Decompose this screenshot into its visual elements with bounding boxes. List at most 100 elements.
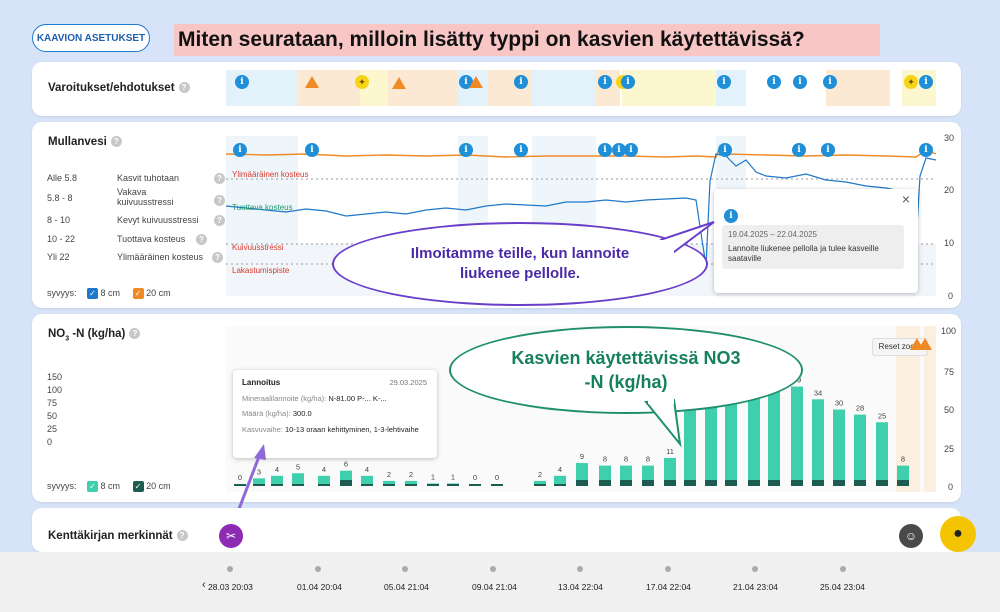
bar-8cm[interactable] (271, 475, 283, 486)
warning-icon[interactable] (918, 338, 932, 350)
help-icon[interactable]: ? (176, 530, 188, 542)
info-icon[interactable]: i (305, 143, 319, 157)
info-icon[interactable]: i (621, 75, 635, 89)
bar-8cm[interactable] (292, 473, 304, 486)
bar-20cm[interactable] (554, 484, 566, 486)
bar-8cm[interactable] (876, 422, 888, 486)
info-icon[interactable]: i (919, 75, 933, 89)
bar-20cm[interactable] (318, 484, 330, 486)
bar-8cm[interactable] (833, 409, 845, 487)
bar-20cm[interactable] (292, 484, 304, 486)
depth-20cm-checkbox[interactable]: ✓ (132, 288, 144, 300)
bar-20cm[interactable] (491, 484, 503, 486)
soil-moisture-title: Mullanvesi? (48, 136, 122, 148)
bar-20cm[interactable] (253, 484, 265, 486)
depth-8cm-checkbox[interactable]: ✓ (87, 288, 99, 300)
bar-8cm[interactable] (705, 384, 717, 486)
bar-20cm[interactable] (876, 480, 888, 486)
chart-settings-button[interactable]: KAAVION ASETUKSET (32, 24, 150, 52)
info-icon[interactable]: i (598, 143, 612, 157)
info-icon[interactable]: i (718, 143, 732, 157)
bar-8cm[interactable] (768, 371, 780, 486)
info-icon[interactable]: i (459, 143, 473, 157)
advisor-avatar-icon[interactable]: ☺ (899, 524, 923, 548)
bar-8cm[interactable] (554, 475, 566, 486)
bar-20cm[interactable] (854, 480, 866, 486)
timeline-bar[interactable] (0, 552, 1000, 612)
help-icon[interactable]: ? (214, 195, 225, 206)
bar-20cm[interactable] (271, 484, 283, 486)
bar-20cm[interactable] (768, 480, 780, 486)
bar-8cm[interactable] (725, 394, 737, 486)
info-icon[interactable]: i (792, 143, 806, 157)
bar-20cm[interactable] (427, 484, 439, 486)
bar-8cm[interactable] (664, 457, 676, 486)
bar-20cm[interactable] (748, 480, 760, 486)
info-icon[interactable]: i (233, 143, 247, 157)
bar-8cm[interactable] (318, 475, 330, 486)
bar-20cm[interactable] (620, 480, 632, 486)
bar-20cm[interactable] (447, 484, 459, 486)
info-icon[interactable]: i (717, 75, 731, 89)
info-icon[interactable]: i (793, 75, 807, 89)
timeline-back-icon[interactable]: ‹ (202, 579, 206, 591)
bar-20cm[interactable] (405, 484, 417, 486)
bar-8cm[interactable] (361, 475, 373, 486)
warning-icon[interactable] (392, 77, 406, 89)
help-icon[interactable]: ? (110, 136, 122, 148)
info-icon[interactable]: i (919, 143, 933, 157)
depth-8cm-checkbox[interactable]: ✓ (87, 481, 99, 493)
fertilizer-marker-icon[interactable]: ✂ (219, 524, 243, 548)
bar-20cm[interactable] (340, 480, 352, 486)
lightbulb-icon[interactable]: ✦ (904, 75, 918, 89)
bar-20cm[interactable] (705, 480, 717, 486)
bar-8cm[interactable] (791, 386, 803, 486)
close-icon[interactable]: × (901, 191, 910, 207)
help-icon[interactable]: ? (214, 215, 225, 226)
help-icon[interactable]: ? (214, 173, 225, 184)
bar-20cm[interactable] (642, 480, 654, 486)
tooltip-row-label: Määrä (kg/ha): (242, 409, 291, 418)
help-icon[interactable]: ? (129, 328, 141, 340)
bar-20cm[interactable] (383, 484, 395, 486)
info-icon[interactable]: i (514, 75, 528, 89)
bar-8cm[interactable] (405, 480, 417, 486)
bar-8cm[interactable] (253, 478, 265, 486)
help-icon[interactable]: ? (178, 82, 190, 94)
help-icon[interactable]: ? (196, 234, 207, 245)
bar-8cm[interactable] (684, 409, 696, 487)
bar-20cm[interactable] (897, 480, 909, 486)
help-icon[interactable]: ? (212, 252, 223, 263)
bar-20cm[interactable] (812, 480, 824, 486)
info-icon[interactable]: i (821, 143, 835, 157)
bar-20cm[interactable] (576, 480, 588, 486)
timeline-dot (577, 566, 583, 572)
info-icon[interactable]: i (514, 143, 528, 157)
bar-8cm[interactable] (534, 480, 546, 486)
info-icon[interactable]: i (624, 143, 638, 157)
warning-icon[interactable] (305, 76, 319, 88)
bar-20cm[interactable] (469, 484, 481, 486)
info-icon[interactable]: i (823, 75, 837, 89)
warning-icon[interactable] (469, 76, 483, 88)
info-icon[interactable]: i (598, 75, 612, 89)
depth-20cm-checkbox[interactable]: ✓ (132, 481, 144, 493)
bar-20cm[interactable] (599, 480, 611, 486)
info-icon[interactable]: i (767, 75, 781, 89)
bar-20cm[interactable] (833, 480, 845, 486)
chat-icon[interactable]: ● (940, 516, 976, 552)
bar-20cm[interactable] (534, 484, 546, 486)
lightbulb-icon[interactable]: ✦ (355, 75, 369, 89)
bar-8cm[interactable] (383, 480, 395, 486)
bar-8cm[interactable] (812, 399, 824, 486)
bar-8cm[interactable] (854, 414, 866, 486)
bar-20cm[interactable] (234, 484, 246, 486)
bar-20cm[interactable] (791, 480, 803, 486)
info-icon[interactable]: i (612, 143, 626, 157)
bar-20cm[interactable] (361, 484, 373, 486)
bar-20cm[interactable] (725, 480, 737, 486)
bar-20cm[interactable] (664, 480, 676, 486)
bar-8cm[interactable] (748, 373, 760, 486)
info-icon[interactable]: i (235, 75, 249, 89)
bar-20cm[interactable] (684, 480, 696, 486)
